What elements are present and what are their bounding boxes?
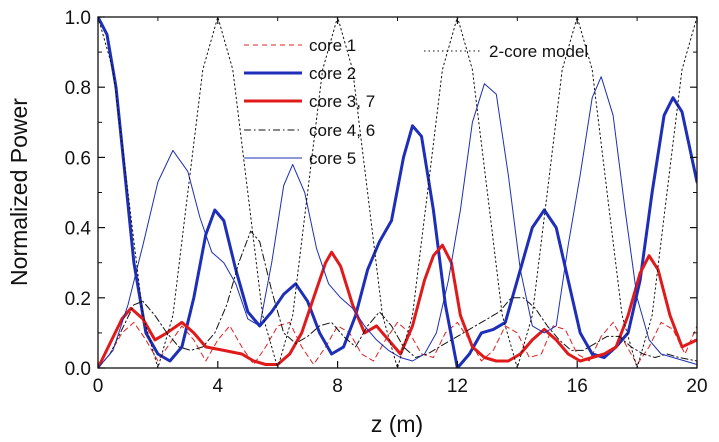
y-axis-title: Normalized Power <box>6 98 32 286</box>
y-tick-label: 0.2 <box>65 289 91 310</box>
legend-label-6: 2-core model <box>489 42 588 61</box>
series-layer <box>98 17 697 368</box>
series-line-1 <box>98 321 697 368</box>
legend-label-1: core 1 <box>309 36 356 55</box>
x-tick-label: 4 <box>213 376 224 397</box>
y-tick-label: 1.0 <box>65 8 91 29</box>
x-tick-label: 12 <box>447 376 468 397</box>
legend-label-4: core 4, 6 <box>309 121 375 140</box>
series-line-3 <box>98 243 697 368</box>
legend-label-5: core 5 <box>309 149 356 168</box>
series-line-6 <box>98 17 697 368</box>
series-line-5 <box>98 76 697 368</box>
x-tick-label: 16 <box>567 376 588 397</box>
x-tick-label: 0 <box>93 376 104 397</box>
y-tick-label: 0.0 <box>65 359 91 380</box>
x-tick-label: 8 <box>332 376 343 397</box>
y-tick-label: 0.4 <box>65 219 92 240</box>
x-tick-label: 20 <box>686 376 707 397</box>
x-axis-title: z (m) <box>371 411 423 437</box>
legend-label-3: core 3, 7 <box>309 92 375 111</box>
legend: core 1 core 2 core 3, 7 core 4, 6 core 5 2-co… <box>244 36 588 168</box>
series-line-4 <box>98 230 697 368</box>
y-tick-label: 0.6 <box>65 148 91 169</box>
ticks-layer: 0 4 8 12 16 20 0.0 0.2 0.4 0.6 0.8 1.0 <box>65 8 708 397</box>
y-tick-label: 0.8 <box>65 78 91 99</box>
legend-label-2: core 2 <box>309 64 356 83</box>
